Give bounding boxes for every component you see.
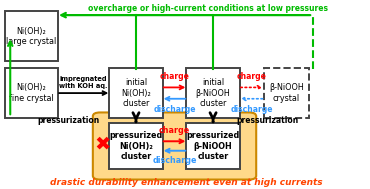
Text: initial
Ni(OH)₂
cluster: initial Ni(OH)₂ cluster <box>121 78 151 108</box>
Text: pressurization: pressurization <box>236 116 298 125</box>
FancyBboxPatch shape <box>5 11 58 61</box>
Text: charge: charge <box>237 72 266 81</box>
Text: Ni(OH)₂
large crystal: Ni(OH)₂ large crystal <box>6 26 57 46</box>
Text: charge: charge <box>159 126 190 135</box>
Text: discharge: discharge <box>231 105 273 114</box>
FancyBboxPatch shape <box>93 112 256 180</box>
FancyBboxPatch shape <box>110 68 162 118</box>
Text: Ni(OH)₂
fine crystal: Ni(OH)₂ fine crystal <box>9 83 54 103</box>
Text: overcharge or high-current conditions at low pressures: overcharge or high-current conditions at… <box>88 4 329 13</box>
FancyBboxPatch shape <box>263 68 309 118</box>
Text: pressurization: pressurization <box>38 116 100 125</box>
FancyBboxPatch shape <box>110 123 162 169</box>
FancyBboxPatch shape <box>186 68 240 118</box>
Text: discharge: discharge <box>152 156 197 165</box>
Text: β-NiOOH
crystal: β-NiOOH crystal <box>269 83 304 103</box>
Text: discharge: discharge <box>153 105 196 114</box>
Text: impregnated
with KOH aq.: impregnated with KOH aq. <box>60 76 108 89</box>
FancyBboxPatch shape <box>186 123 240 169</box>
Text: pressurized
β-NiOOH
cluster: pressurized β-NiOOH cluster <box>186 131 240 161</box>
Text: charge: charge <box>159 72 189 81</box>
Text: pressurized
Ni(OH)₂
cluster: pressurized Ni(OH)₂ cluster <box>110 131 162 161</box>
Text: initial
β-NiOOH
cluster: initial β-NiOOH cluster <box>196 78 231 108</box>
Text: drastic durability enhancement even at high currents: drastic durability enhancement even at h… <box>50 178 323 187</box>
Text: ✖: ✖ <box>94 135 110 154</box>
FancyBboxPatch shape <box>5 68 58 118</box>
